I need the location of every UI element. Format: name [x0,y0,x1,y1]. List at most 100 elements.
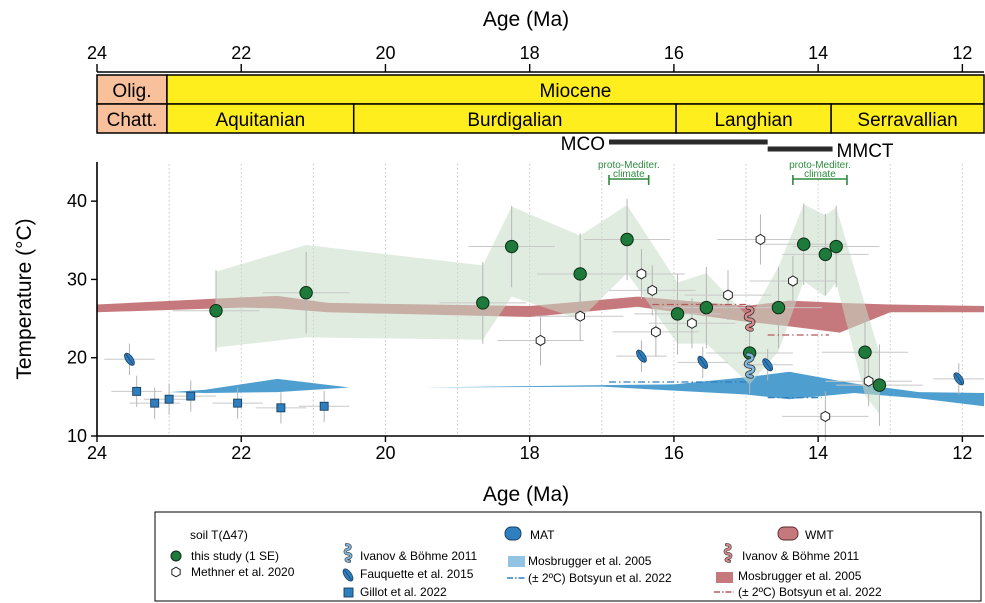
methner-point [647,284,658,296]
methner-point [820,410,831,423]
y-tick-label: 30 [67,269,87,289]
stage-label: Serravallian [857,110,957,131]
x-tick-label: 24 [87,443,107,463]
methner-point [755,233,766,246]
stage-label: Aquitanian [215,110,305,131]
this-study-point [573,267,587,281]
epoch-label: Olig. [112,81,151,102]
this-study-point [872,378,887,392]
stage-box [675,103,832,134]
methner-point [535,334,546,347]
y-axis-title: Temperature (°C) [13,218,36,379]
leaf-vein [344,569,352,581]
y-tick-label: 40 [67,191,87,211]
gillot-point [164,394,174,404]
mmct-label: MMCT [837,141,894,162]
proto-climate-label: climate [613,169,645,180]
snake-body [724,543,732,563]
legend-mat-title: MAT [530,528,555,542]
geologic-timescale: Olig. Miocene Chatt. Aquitanian Burdigalian L… [96,71,985,134]
leaf-vein [637,351,646,362]
mco-label: MCO [561,134,605,155]
methner-point [687,317,697,329]
data-points [124,232,965,423]
legend-ivanov-wmt: Ivanov & Böhme 2011 [742,549,860,563]
leaf-vein [699,357,707,368]
methner-point [863,375,874,387]
fauquette-point [762,358,773,372]
top-tick-label: 18 [520,43,540,63]
x-tick-label: 14 [808,443,828,463]
x-tick-label: 18 [520,443,540,463]
legend-mosbrugger-mat: Mosbrugger et al. 2005 [528,554,652,568]
legend-this-study-symbol [170,550,182,562]
top-tick-label: 20 [375,43,395,63]
gillot-point [150,398,160,408]
top-axis-ticks: 24 22 20 18 16 14 12 [87,43,972,72]
legend-fauquette: Fauquette et al. 2015 [360,567,474,581]
band-0 [97,371,984,407]
legend-symbols [170,526,799,598]
snake-body [344,543,352,563]
snake-body [744,306,755,331]
this-study-point [818,247,833,262]
snake-body [744,353,755,378]
fauquette-point [697,355,709,369]
stage-box [830,103,985,134]
ivanov-mat-point [743,352,756,379]
legend-gillot-symbol [343,587,354,598]
epoch-box [96,74,168,105]
leaf-vein [955,373,963,384]
this-study-point [829,239,843,254]
legend: soil T(Δ47) this study (1 SE) Methner et… [154,511,982,602]
legend-wmt-title: WMT [805,528,834,542]
leaf-vein [763,359,772,370]
this-study-point [209,304,223,318]
top-axis-title: Age (Ma) [483,8,569,31]
gillot-point [186,391,196,401]
top-tick-label: 12 [952,43,972,63]
this-study-point [699,300,714,315]
x-tick-label: 16 [664,443,684,463]
legend-fauquette-symbol [342,568,354,582]
proto-climate-label: climate [804,169,836,180]
legend-methner: Methner et al. 2020 [191,565,295,579]
legend-ivanov-mat: Ivanov & Böhme 2011 [360,549,478,563]
legend-mat-symbol [504,526,522,541]
legend-wmt-symbol [777,526,799,541]
x-tick-label: 12 [952,443,972,463]
legend-ivanov-wmt-symbol [723,543,733,563]
x-axis-title: Age (Ma) [483,483,569,506]
y-tick-label: 10 [67,426,87,446]
legend-mosbrugger-wmt: Mosbrugger et al. 2005 [738,569,862,583]
fauquette-point [124,352,135,366]
this-study-point [670,307,685,321]
legend-methner-symbol [171,566,181,578]
top-tick-label: 22 [231,43,251,63]
epoch-label: Miocene [540,81,612,102]
this-study-point [620,232,634,247]
this-study-point [476,296,490,310]
band-2 [215,204,880,415]
plot-area [97,164,984,442]
this-study-point [771,300,786,315]
proto-climate-label: proto-Mediter. [598,160,660,171]
legend-mosbrugger-mat-symbol [508,556,525,567]
methner-point [788,275,798,287]
methner-point [575,310,585,322]
leaf-vein [125,354,134,365]
legend-soil-title: soil T(Δ47) [190,528,248,542]
axes: 10 20 30 40 24 22 20 18 16 14 12 [67,162,984,463]
stage-label: Langhian [714,110,792,131]
gillot-point [233,398,243,408]
x-tick-label: 20 [375,443,395,463]
this-study-point [858,345,872,359]
legend-botsyun-wmt: (± 2ºC) Botsyun et al. 2022 [738,585,882,599]
legend-box [154,511,982,602]
stage-label: Burdigalian [467,110,562,131]
top-tick-label: 16 [664,43,684,63]
legend-this-study: this study (1 SE) [191,549,279,563]
top-tick-label: 14 [808,43,828,63]
legend-mosbrugger-wmt-symbol [716,572,733,583]
